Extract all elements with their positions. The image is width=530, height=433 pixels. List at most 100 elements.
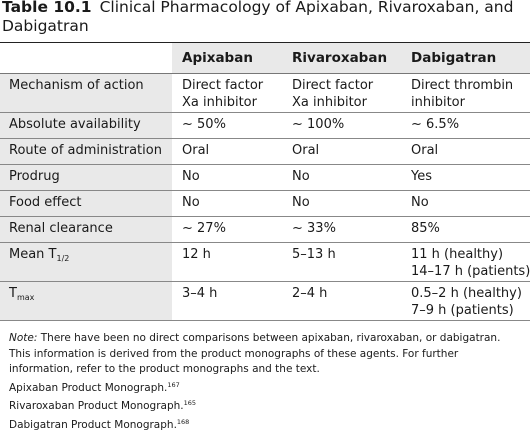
cell-line: No: [182, 169, 282, 186]
rivaroxaban-cell: ~ 100%: [282, 113, 401, 138]
rivaroxaban-cell: ~ 33%: [282, 217, 401, 242]
row-label: Mean T1/2: [0, 243, 172, 281]
apixaban-cell: 3–4 h: [172, 282, 282, 320]
row-label-text: Renal clearance: [9, 221, 113, 236]
cell-line: ~ 33%: [292, 221, 401, 238]
cell-line: ~ 6.5%: [411, 117, 530, 134]
row-label: Food effect: [0, 191, 172, 216]
cell-line: 7–9 h (patients): [411, 303, 530, 320]
table-row: Renal clearance ~ 27% ~ 33% 85%: [0, 217, 530, 243]
cell-line: 5–13 h: [292, 247, 401, 264]
cell-line: 12 h: [182, 247, 282, 264]
header-dabigatran: Dabigatran: [401, 43, 530, 73]
rivaroxaban-cell: 5–13 h: [282, 243, 401, 281]
reference-item: Rivaroxaban Product Monograph.165: [9, 396, 525, 415]
cell-line: Xa inhibitor: [292, 95, 401, 112]
cell-line: Oral: [182, 143, 282, 160]
cell-line: No: [182, 195, 282, 212]
rivaroxaban-cell: 2–4 h: [282, 282, 401, 320]
reference-text: Rivaroxaban Product Monograph.: [9, 400, 184, 412]
cell-line: 2–4 h: [292, 286, 401, 303]
dabigatran-cell: Yes: [401, 165, 530, 190]
row-label-text: T: [9, 286, 17, 301]
cell-line: 14–17 h (patients): [411, 264, 530, 281]
row-label: Absolute availability: [0, 113, 172, 138]
note-text: There have been no direct comparisons be…: [9, 332, 500, 375]
cell-line: Xa inhibitor: [182, 95, 282, 112]
cell-line: 3–4 h: [182, 286, 282, 303]
cell-line: 11 h (healthy): [411, 247, 530, 264]
dabigatran-cell: No: [401, 191, 530, 216]
apixaban-cell: Oral: [172, 139, 282, 164]
reference-number: 165: [184, 399, 196, 407]
pharmacology-table: Apixaban Rivaroxaban Dabigatran Mechanis…: [0, 42, 530, 321]
reference-number: 167: [167, 381, 179, 389]
rivaroxaban-cell: No: [282, 165, 401, 190]
cell-line: ~ 100%: [292, 117, 401, 134]
cell-line: 0.5–2 h (healthy): [411, 286, 530, 303]
row-label-subscript: 1/2: [57, 254, 70, 263]
row-label: Mechanism of action: [0, 74, 172, 112]
row-label: Route of administration: [0, 139, 172, 164]
row-label: Renal clearance: [0, 217, 172, 242]
cell-line: Direct factor: [292, 78, 401, 95]
cell-line: Oral: [411, 143, 530, 160]
cell-line: ~ 50%: [182, 117, 282, 134]
row-label-text: Food effect: [9, 195, 82, 210]
cell-line: inhibitor: [411, 95, 530, 112]
cell-line: 85%: [411, 221, 530, 238]
cell-line: Direct thrombin: [411, 78, 530, 95]
row-label: Prodrug: [0, 165, 172, 190]
table-notes: Note: There have been no direct comparis…: [9, 331, 525, 433]
row-label-subscript: max: [17, 293, 34, 302]
reference-number: 168: [177, 418, 189, 426]
dabigatran-cell: 85%: [401, 217, 530, 242]
row-label: Tmax: [0, 282, 172, 320]
reference-text: Dabigatran Product Monograph.: [9, 419, 177, 431]
row-label-text: Absolute availability: [9, 117, 141, 132]
table-row: Food effect No No No: [0, 191, 530, 217]
table-header-row: Apixaban Rivaroxaban Dabigatran: [0, 43, 530, 74]
reference-text: Apixaban Product Monograph.: [9, 382, 167, 394]
header-apixaban: Apixaban: [172, 43, 282, 73]
reference-item: Apixaban Product Monograph.167: [9, 378, 525, 397]
cell-line: Oral: [292, 143, 401, 160]
apixaban-cell: No: [172, 165, 282, 190]
cell-line: ~ 27%: [182, 221, 282, 238]
table-row: Route of administration Oral Oral Oral: [0, 139, 530, 165]
apixaban-cell: ~ 27%: [172, 217, 282, 242]
cell-line: No: [292, 169, 401, 186]
header-empty-cell: [0, 43, 172, 73]
rivaroxaban-cell: No: [282, 191, 401, 216]
apixaban-cell: 12 h: [172, 243, 282, 281]
dabigatran-cell: 0.5–2 h (healthy)7–9 h (patients): [401, 282, 530, 320]
row-label-text: Mean T: [9, 247, 57, 262]
row-label-text: Mechanism of action: [9, 78, 144, 93]
header-rivaroxaban: Rivaroxaban: [282, 43, 401, 73]
cell-line: Direct factor: [182, 78, 282, 95]
apixaban-cell: ~ 50%: [172, 113, 282, 138]
cell-line: No: [292, 195, 401, 212]
dabigatran-cell: ~ 6.5%: [401, 113, 530, 138]
table-number: Table 10.1: [2, 0, 92, 16]
row-label-text: Prodrug: [9, 169, 60, 184]
note-paragraph: Note: There have been no direct comparis…: [9, 331, 525, 378]
cell-line: No: [411, 195, 530, 212]
dabigatran-cell: Oral: [401, 139, 530, 164]
apixaban-cell: No: [172, 191, 282, 216]
cell-line: Yes: [411, 169, 530, 186]
table-row: Prodrug No No Yes: [0, 165, 530, 191]
dabigatran-cell: 11 h (healthy)14–17 h (patients): [401, 243, 530, 281]
table-row: Absolute availability ~ 50% ~ 100% ~ 6.5%: [0, 113, 530, 139]
rivaroxaban-cell: Oral: [282, 139, 401, 164]
row-label-text: Route of administration: [9, 143, 162, 158]
